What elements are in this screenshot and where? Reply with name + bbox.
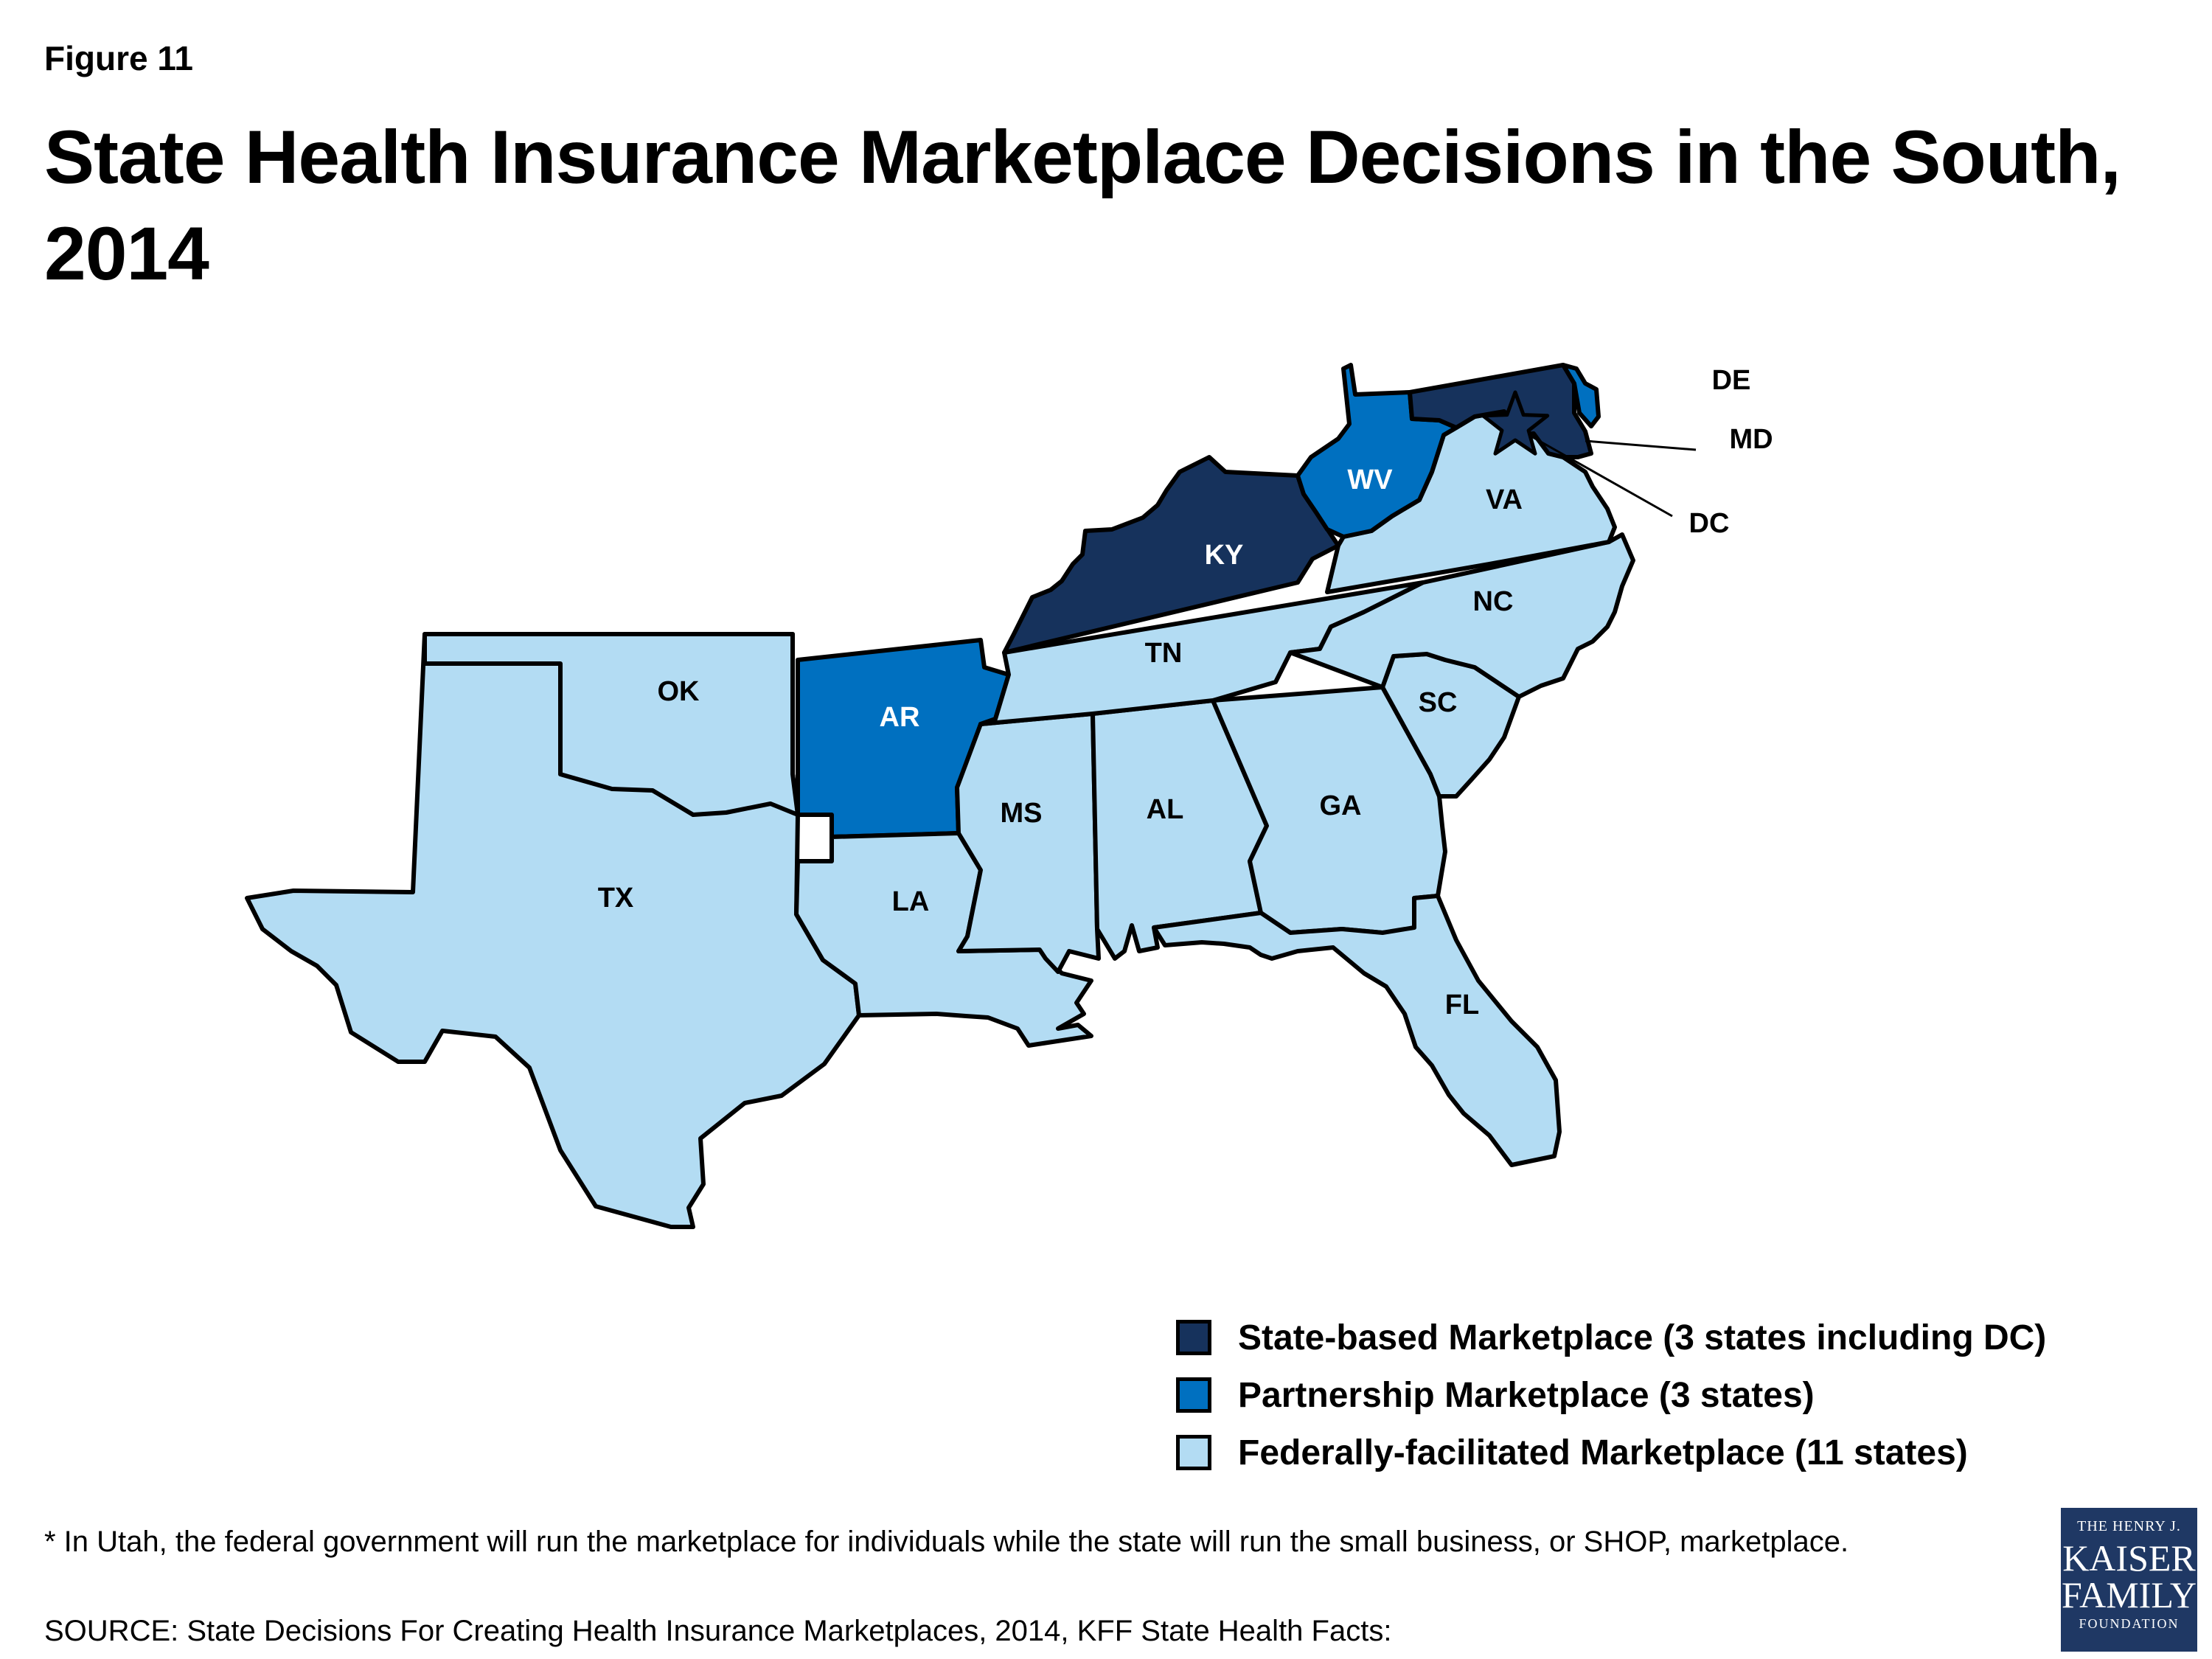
figure-label: Figure 11 [44,39,193,77]
legend-swatch-federal [1176,1435,1211,1470]
state-label-de: DE [1712,365,1751,396]
source-note: SOURCE: State Decisions For Creating Hea… [44,1615,1392,1647]
legend-item-federal: Federally-facilitated Marketplace (11 st… [1176,1424,2046,1481]
logo-line-1: THE HENRY J. [2077,1518,2181,1534]
logo-line-3: FAMILY [2062,1574,2197,1615]
kff-logo: THE HENRY J. KAISER FAMILY FOUNDATION [2061,1508,2197,1652]
state-fl [1152,894,1562,1167]
south-states-map: TX OK AR LA MS AL GA FL TN KY SC NC VA WV MD DE DC [245,363,1773,1229]
legend-label-federal: Federally-facilitated Marketplace (11 st… [1238,1433,1968,1472]
state-label-tx: TX [598,883,634,914]
state-label-ga: GA [1320,790,1362,821]
legend-swatch-state-based [1176,1320,1211,1355]
logo-line-4: FOUNDATION [2079,1616,2180,1631]
state-label-md: MD [1729,424,1773,455]
legend-swatch-partnership [1176,1377,1211,1413]
state-de [1561,363,1601,428]
state-label-ar: AR [880,702,920,733]
state-label-sc: SC [1419,687,1458,718]
state-label-dc: DC [1689,508,1730,539]
states-layer [245,363,1635,1229]
state-label-ms: MS [1001,798,1043,829]
dc-star-marker [1481,390,1550,456]
state-label-la: LA [892,886,930,917]
state-label-wv: WV [1347,465,1393,495]
state-label-al: AL [1147,794,1184,825]
legend-item-state-based: State-based Marketplace (3 states includ… [1176,1309,2046,1366]
leader-line-dc [1526,432,1673,518]
state-ok [422,632,800,817]
legend-item-partnership: Partnership Marketplace (3 states) [1176,1366,2046,1424]
state-label-va: VA [1486,484,1523,515]
legend: State-based Marketplace (3 states includ… [1176,1309,2046,1481]
state-label-tn: TN [1145,638,1183,669]
state-ms [955,712,1101,974]
logo-line-2: KAISER [2062,1537,2196,1579]
state-label-ok: OK [658,676,700,707]
legend-label-state-based: State-based Marketplace (3 states includ… [1238,1318,2047,1357]
state-label-fl: FL [1445,990,1479,1020]
labels-layer: TX OK AR LA MS AL GA FL TN KY SC NC VA WV MD DE DC [598,365,1773,1020]
leader-line-md [1585,439,1697,451]
state-label-nc: NC [1473,586,1514,617]
overlay-layer [1481,390,1697,518]
footnote: * In Utah, the federal government will r… [44,1526,1849,1558]
legend-label-partnership: Partnership Marketplace (3 states) [1238,1375,1815,1415]
state-label-ky: KY [1205,540,1244,571]
state-nc [1288,532,1635,699]
chart-title: State Health Insurance Marketplace Decis… [44,115,2121,296]
